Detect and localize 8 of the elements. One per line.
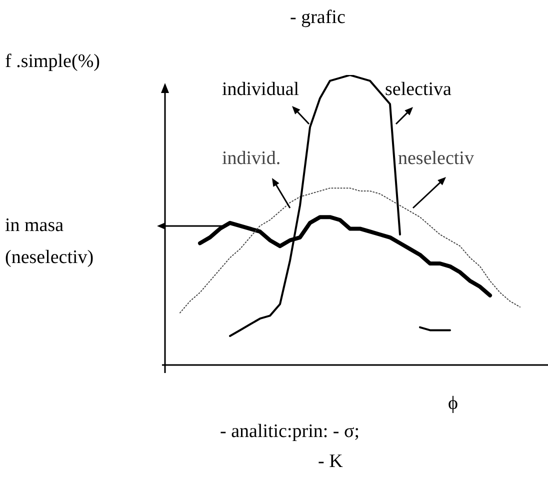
- text: individual selectiva: [222, 79, 452, 100]
- chart-title: - grafic: [290, 7, 346, 28]
- text: in masa (neselectiv): [5, 214, 95, 270]
- y-axis-title: f .simple(%): [5, 51, 100, 72]
- text: individ. neselectiv: [222, 148, 474, 169]
- text: - analitic:prin: - σ;: [220, 421, 360, 442]
- x-axis-title: ϕ: [448, 393, 458, 414]
- text: - K: [318, 451, 343, 472]
